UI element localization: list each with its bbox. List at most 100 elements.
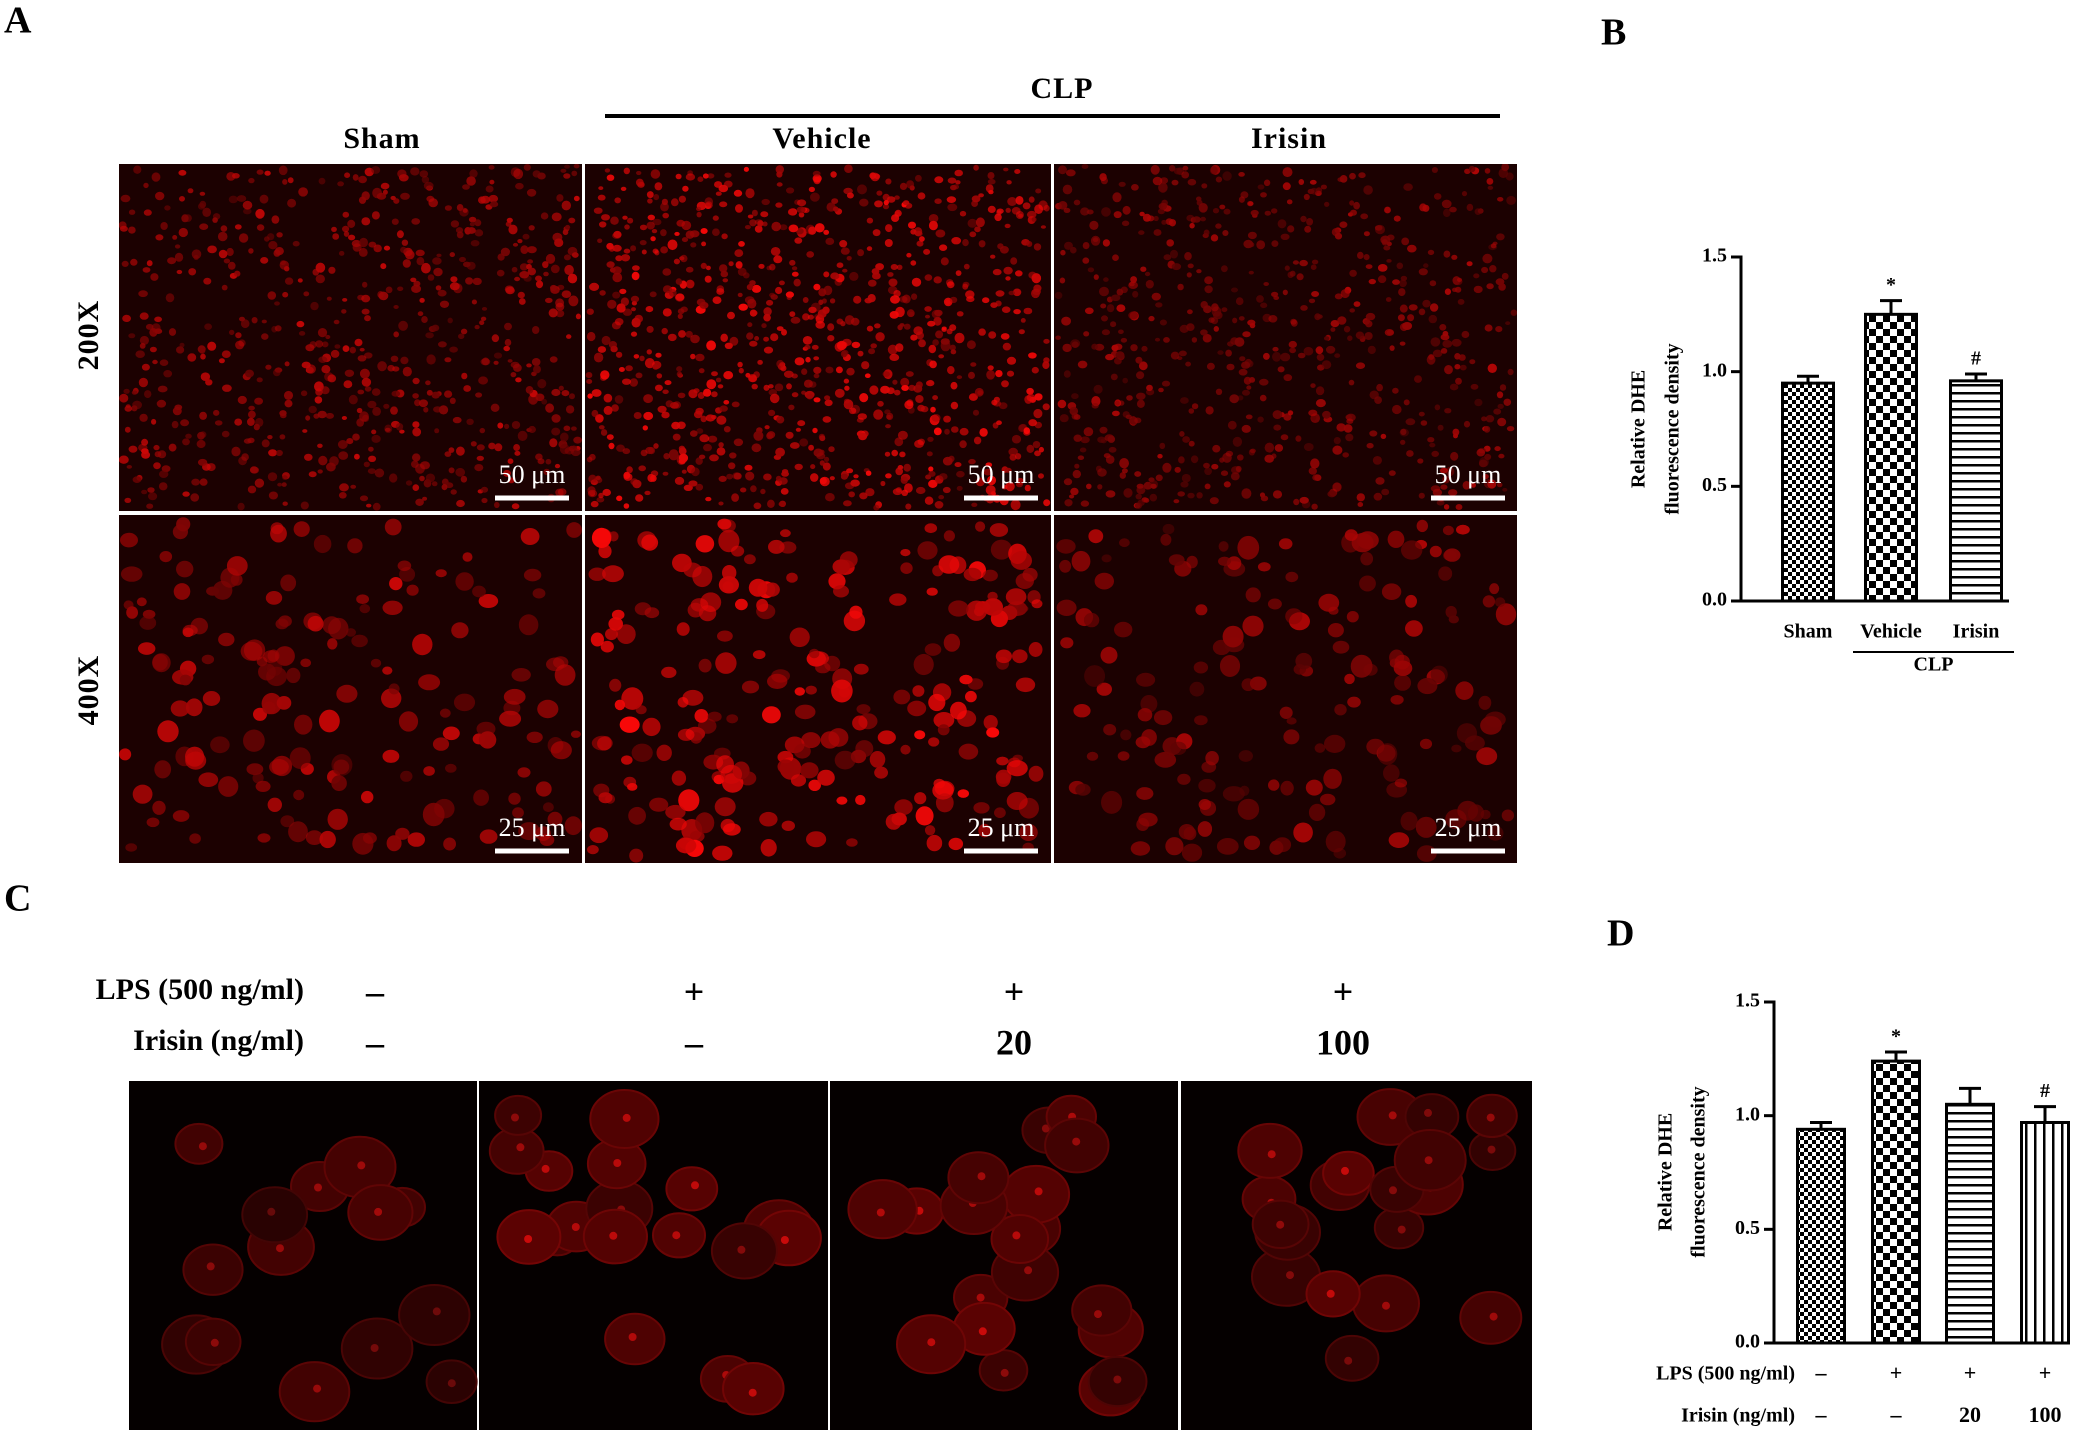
- nucleus: [545, 458, 552, 465]
- nucleus: [191, 249, 202, 259]
- nucleus: [359, 411, 369, 422]
- nucleus: [869, 385, 879, 395]
- nucleus: [903, 463, 911, 472]
- nucleus: [764, 425, 770, 430]
- nucleus: [528, 225, 535, 231]
- nucleus: [537, 172, 546, 180]
- nucleus: [318, 455, 328, 466]
- nucleus: [303, 291, 310, 297]
- nucleus: [1259, 378, 1269, 386]
- nucleus: [823, 271, 830, 278]
- nucleus: [569, 393, 575, 400]
- nucleus: [1381, 583, 1402, 600]
- nucleus: [466, 418, 474, 425]
- nucleus: [712, 228, 720, 236]
- nucleus: [992, 268, 1002, 276]
- nucleus: [1242, 389, 1250, 396]
- nucleus: [746, 284, 754, 291]
- nucleus: [364, 315, 371, 322]
- nucleus: [1364, 319, 1370, 325]
- nucleus: [968, 371, 975, 379]
- nucleus: [425, 380, 431, 386]
- nucleus: [982, 569, 998, 582]
- nucleus: [163, 370, 173, 378]
- nucleus: [1451, 744, 1462, 753]
- nucleus: [1497, 417, 1507, 427]
- nucleus: [343, 231, 350, 237]
- nucleus: [1212, 208, 1220, 214]
- nucleus: [1070, 246, 1077, 254]
- nucleus: [1130, 344, 1138, 352]
- nucleus: [1170, 351, 1180, 360]
- nucleus: [633, 412, 642, 419]
- nucleus: [934, 176, 944, 184]
- nucleus: [533, 365, 541, 374]
- nucleus: [1232, 317, 1238, 324]
- nucleus: [786, 383, 792, 390]
- nucleus: [1003, 266, 1013, 275]
- nucleus: [805, 356, 811, 363]
- nucleus: [561, 290, 572, 299]
- nucleus: [1087, 267, 1095, 273]
- nucleus: [716, 447, 726, 456]
- nucleus: [743, 166, 750, 172]
- nucleus: [903, 323, 911, 330]
- nucleus: [488, 165, 495, 170]
- nucleus: [650, 169, 661, 179]
- nucleus: [362, 832, 377, 844]
- nucleus: [1377, 264, 1388, 272]
- nucleus: [1468, 165, 1476, 173]
- nucleus: [552, 232, 563, 242]
- nucleus: [889, 353, 900, 361]
- nucleus: [354, 453, 360, 460]
- nucleus: [1429, 442, 1436, 448]
- nucleus: [1196, 492, 1203, 499]
- nucleus: [795, 427, 802, 432]
- nucleus: [770, 247, 781, 256]
- nucleus: [817, 309, 827, 319]
- nucleus: [776, 326, 784, 331]
- nucleus: [1007, 197, 1017, 206]
- nucleus: [1161, 380, 1171, 387]
- nucleus: [350, 484, 357, 489]
- nucleus: [926, 451, 933, 457]
- nucleus: [333, 319, 340, 325]
- nucleus: [1263, 282, 1269, 286]
- nucleus: [971, 502, 978, 507]
- nucleus: [956, 485, 963, 491]
- error-bar: [1880, 299, 1902, 315]
- nucleus: [354, 338, 363, 347]
- nucleus: [1449, 383, 1459, 391]
- nucleus: [677, 392, 686, 399]
- nucleus: [695, 407, 704, 415]
- nucleus: [938, 354, 945, 359]
- nucleus: [1063, 370, 1071, 378]
- nucleus: [367, 400, 377, 409]
- nucleus: [840, 473, 848, 480]
- nucleus: [463, 385, 472, 392]
- nucleus: [866, 217, 874, 224]
- nucleus: [706, 173, 715, 179]
- nucleus: [460, 328, 468, 335]
- nucleus: [1247, 201, 1254, 206]
- nucleus: [1038, 446, 1044, 453]
- nucleus: [825, 493, 835, 502]
- nucleus: [1406, 450, 1414, 457]
- nucleus: [537, 379, 547, 389]
- nucleus: [906, 180, 915, 189]
- nucleus: [342, 211, 350, 218]
- nucleus: [231, 446, 241, 457]
- nucleus: [346, 438, 354, 445]
- nucleus: [885, 473, 892, 479]
- nucleus: [481, 307, 488, 311]
- nucleus: [317, 469, 323, 474]
- nucleus: [883, 199, 889, 206]
- bar: [1945, 1102, 1995, 1345]
- nucleus: [1402, 322, 1413, 330]
- nucleus: [535, 275, 542, 282]
- nucleus: [718, 576, 740, 594]
- nucleus: [1454, 353, 1461, 360]
- nucleus: [1311, 415, 1317, 421]
- nucleus: [897, 430, 908, 440]
- nucleus: [1373, 492, 1383, 501]
